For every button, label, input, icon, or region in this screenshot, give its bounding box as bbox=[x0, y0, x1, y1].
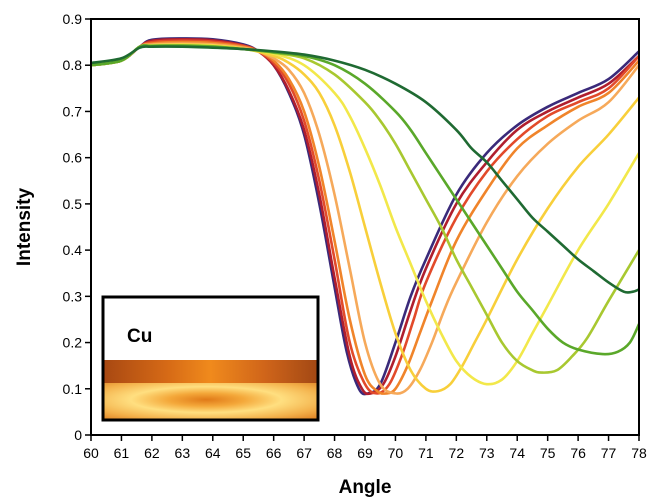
x-tick-label: 63 bbox=[175, 445, 191, 461]
x-tick-label: 60 bbox=[83, 445, 99, 461]
x-tick-label: 73 bbox=[479, 445, 495, 461]
x-tick-label: 70 bbox=[388, 445, 404, 461]
y-axis: 0 0.1 0.2 0.3 0.4 0.5 0.6 0.7 0.8 0.9 bbox=[63, 11, 91, 443]
inset-label: Cu bbox=[127, 326, 152, 347]
y-tick-label: 0.3 bbox=[63, 288, 83, 304]
inset-box: Cu bbox=[101, 295, 320, 422]
y-tick-label: 0.2 bbox=[63, 335, 83, 351]
y-axis-title: Intensity bbox=[14, 188, 35, 267]
x-tick-label: 66 bbox=[266, 445, 282, 461]
x-tick-label: 61 bbox=[114, 445, 130, 461]
x-axis-title: Angle bbox=[339, 477, 392, 498]
x-tick-label: 64 bbox=[205, 445, 221, 461]
y-tick-label: 0.4 bbox=[63, 242, 83, 258]
y-tick-label: 0.6 bbox=[63, 150, 83, 166]
series-line-2 bbox=[91, 38, 639, 396]
x-tick-label: 67 bbox=[296, 445, 312, 461]
y-tick-label: 0.7 bbox=[63, 103, 83, 119]
x-tick-label: 62 bbox=[144, 445, 160, 461]
x-tick-label: 76 bbox=[570, 445, 586, 461]
x-tick-label: 75 bbox=[540, 445, 556, 461]
inset-border bbox=[101, 295, 320, 422]
inset-gradient-top bbox=[103, 360, 318, 383]
x-tick-label: 71 bbox=[418, 445, 434, 461]
x-tick-label: 78 bbox=[631, 445, 647, 461]
x-tick-label: 65 bbox=[235, 445, 251, 461]
series-line-4 bbox=[91, 40, 639, 395]
series-line-3 bbox=[91, 39, 639, 395]
x-tick-label: 77 bbox=[601, 445, 617, 461]
y-tick-label: 0.8 bbox=[63, 57, 83, 73]
x-tick-label: 72 bbox=[449, 445, 465, 461]
curve-group bbox=[91, 37, 639, 396]
x-tick-label: 68 bbox=[327, 445, 343, 461]
x-axis: 60 61 62 63 64 65 66 67 68 69 70 71 72 73 74 75 76 77 78 bbox=[83, 435, 647, 461]
y-tick-label: 0.1 bbox=[63, 381, 83, 397]
x-tick-label: 69 bbox=[357, 445, 373, 461]
inset-gradient-bottom bbox=[103, 383, 318, 420]
y-tick-label: 0 bbox=[74, 427, 82, 443]
y-tick-label: 0.5 bbox=[63, 196, 83, 212]
series-line-10 bbox=[91, 45, 639, 294]
x-tick-label: 74 bbox=[509, 445, 525, 461]
y-tick-label: 0.9 bbox=[63, 11, 83, 27]
